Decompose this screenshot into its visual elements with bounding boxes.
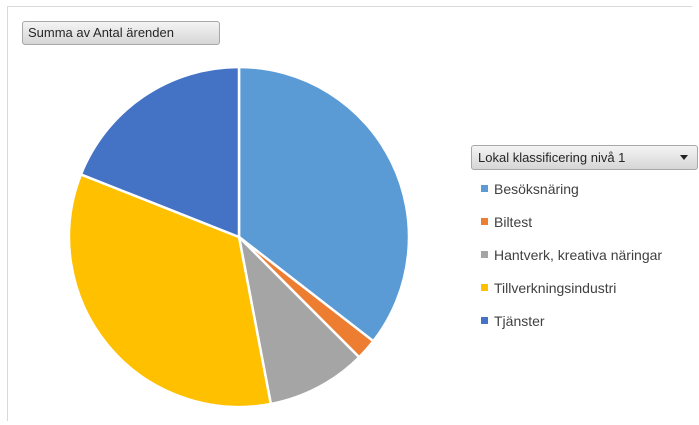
legend-label: Besöksnäring (494, 180, 579, 197)
axis-field-label: Lokal klassificering nivå 1 (478, 150, 626, 165)
legend-swatch (481, 317, 488, 324)
legend-swatch (481, 284, 488, 291)
pie-slice-4[interactable] (67, 173, 273, 409)
legend-swatch (481, 218, 488, 225)
legend-item[interactable]: Besöksnäring (481, 172, 662, 205)
legend-item[interactable]: Biltest (481, 205, 662, 238)
legend-label: Biltest (494, 213, 533, 230)
legend-item[interactable]: Tjänster (481, 304, 662, 337)
value-field-label: Summa av Antal ärenden (28, 25, 174, 40)
chart-area (7, 6, 692, 421)
legend-item[interactable]: Hantverk, kreativa näringar (481, 238, 662, 271)
legend-swatch (481, 185, 488, 192)
legend-swatch (481, 251, 488, 258)
pie-slice-3[interactable] (237, 235, 361, 406)
legend-item[interactable]: Tillverkningsindustri (481, 271, 662, 304)
legend-label: Tillverkningsindustri (494, 279, 617, 296)
legend-label: Tjänster (494, 312, 545, 329)
pie-slice-5[interactable] (79, 65, 241, 239)
pie-slice-1[interactable] (237, 65, 411, 343)
legend: Besöksnäring Biltest Hantverk, kreativa nä… (481, 172, 662, 337)
value-field-button[interactable]: Summa av Antal ärenden (22, 21, 220, 45)
axis-field-dropdown[interactable]: Lokal klassificering nivå 1 (471, 145, 698, 170)
dropdown-arrow-icon[interactable] (680, 155, 688, 160)
legend-label: Hantverk, kreativa näringar (494, 246, 663, 263)
